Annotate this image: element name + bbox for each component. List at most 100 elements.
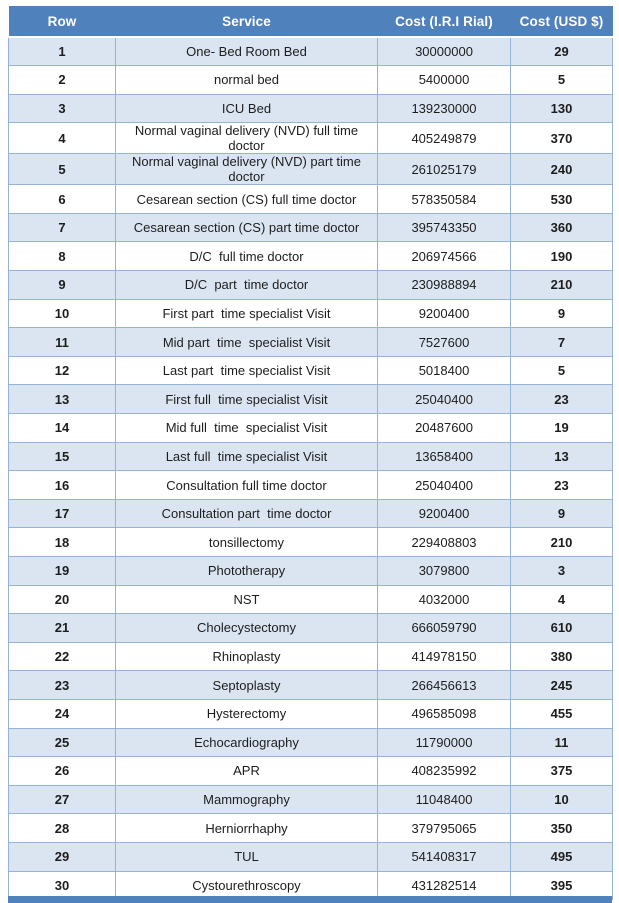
cost-rial-cell: 139230000 bbox=[377, 93, 511, 124]
cost-usd-cell: 210 bbox=[510, 270, 613, 300]
service-cell: Normal vaginal delivery (NVD) part time … bbox=[115, 153, 378, 186]
header-row-number: Row bbox=[8, 6, 116, 38]
table-row: 10 First part time specialist Visit 920040… bbox=[8, 298, 613, 329]
service-cell: Phototherapy bbox=[115, 556, 378, 586]
service-cell: TUL bbox=[115, 841, 378, 872]
service-cell: First full time specialist Visit bbox=[115, 384, 378, 415]
table-row: 8 D/C full time doctor 206974566 190 bbox=[8, 241, 613, 272]
row-number-cell: 26 bbox=[8, 756, 116, 786]
cost-usd-cell: 375 bbox=[510, 756, 613, 786]
row-number-cell: 7 bbox=[8, 212, 116, 243]
row-number-cell: 8 bbox=[8, 241, 116, 272]
cost-rial-cell: 3079800 bbox=[377, 556, 511, 586]
cost-rial-cell: 13658400 bbox=[377, 441, 511, 472]
cost-rial-cell: 9200400 bbox=[377, 498, 511, 529]
cost-usd-cell: 9 bbox=[510, 298, 613, 329]
service-cell: Cesarean section (CS) full time doctor bbox=[115, 184, 378, 214]
row-number-cell: 17 bbox=[8, 498, 116, 529]
cost-rial-cell: 261025179 bbox=[377, 153, 511, 186]
row-number-cell: 18 bbox=[8, 527, 116, 557]
cost-rial-cell: 4032000 bbox=[377, 584, 511, 615]
service-cell: tonsillectomy bbox=[115, 527, 378, 557]
table-row: 30 Cystourethroscopy 431282514 395 bbox=[8, 870, 613, 901]
table-row: 14 Mid full time specialist Visit 20487600… bbox=[8, 413, 613, 443]
service-cell: APR bbox=[115, 756, 378, 786]
cost-rial-cell: 11048400 bbox=[377, 784, 511, 815]
table-row: 1 One- Bed Room Bed 30000000 29 bbox=[8, 36, 613, 67]
cost-rial-cell: 30000000 bbox=[377, 36, 511, 67]
cost-usd-cell: 9 bbox=[510, 498, 613, 529]
service-cell: Cholecystectomy bbox=[115, 613, 378, 643]
service-cell: D/C part time doctor bbox=[115, 270, 378, 300]
service-cell: NST bbox=[115, 584, 378, 615]
service-cell: Hysterectomy bbox=[115, 698, 378, 729]
row-number-cell: 21 bbox=[8, 613, 116, 643]
row-number-cell: 2 bbox=[8, 65, 116, 95]
cost-rial-cell: 666059790 bbox=[377, 613, 511, 643]
cost-usd-cell: 4 bbox=[510, 584, 613, 615]
service-cell: Mammography bbox=[115, 784, 378, 815]
table-row: 7 Cesarean section (CS) part time doctor 3… bbox=[8, 212, 613, 243]
cost-rial-cell: 7527600 bbox=[377, 327, 511, 357]
cost-rial-cell: 541408317 bbox=[377, 841, 511, 872]
table-row: 6 Cesarean section (CS) full time doctor 5… bbox=[8, 184, 613, 214]
cost-rial-cell: 229408803 bbox=[377, 527, 511, 557]
row-number-cell: 23 bbox=[8, 670, 116, 700]
header-cost-rial: Cost (I.R.I Rial) bbox=[377, 6, 511, 38]
row-number-cell: 29 bbox=[8, 841, 116, 872]
cost-usd-cell: 130 bbox=[510, 93, 613, 124]
service-cell: Last full time specialist Visit bbox=[115, 441, 378, 472]
cost-table: Row Service Cost (I.R.I Rial) Cost (USD … bbox=[8, 6, 613, 901]
cost-usd-cell: 455 bbox=[510, 698, 613, 729]
service-cell: Last part time specialist Visit bbox=[115, 355, 378, 386]
table-row: 9 D/C part time doctor 230988894 210 bbox=[8, 270, 613, 300]
cost-usd-cell: 29 bbox=[510, 36, 613, 67]
cost-rial-cell: 408235992 bbox=[377, 756, 511, 786]
cost-rial-cell: 496585098 bbox=[377, 698, 511, 729]
table-bottom-bar bbox=[8, 896, 612, 903]
table-row: 29 TUL 541408317 495 bbox=[8, 841, 613, 872]
cost-rial-cell: 414978150 bbox=[377, 641, 511, 672]
cost-usd-cell: 11 bbox=[510, 727, 613, 758]
service-cell: Mid full time specialist Visit bbox=[115, 413, 378, 443]
cost-usd-cell: 5 bbox=[510, 355, 613, 386]
cost-rial-cell: 206974566 bbox=[377, 241, 511, 272]
service-cell: D/C full time doctor bbox=[115, 241, 378, 272]
row-number-cell: 6 bbox=[8, 184, 116, 214]
row-number-cell: 27 bbox=[8, 784, 116, 815]
service-cell: Consultation part time doctor bbox=[115, 498, 378, 529]
row-number-cell: 24 bbox=[8, 698, 116, 729]
cost-usd-cell: 13 bbox=[510, 441, 613, 472]
row-number-cell: 10 bbox=[8, 298, 116, 329]
header-service: Service bbox=[115, 6, 378, 38]
row-number-cell: 22 bbox=[8, 641, 116, 672]
row-number-cell: 16 bbox=[8, 470, 116, 500]
row-number-cell: 20 bbox=[8, 584, 116, 615]
cost-usd-cell: 23 bbox=[510, 470, 613, 500]
service-cell: Herniorrhaphy bbox=[115, 813, 378, 843]
row-number-cell: 25 bbox=[8, 727, 116, 758]
row-number-cell: 11 bbox=[8, 327, 116, 357]
table-row: 16 Consultation full time doctor 25040400 2… bbox=[8, 470, 613, 500]
row-number-cell: 28 bbox=[8, 813, 116, 843]
table-row: 25 Echocardiography 11790000 11 bbox=[8, 727, 613, 758]
table-row: 18 tonsillectomy 229408803 210 bbox=[8, 527, 613, 557]
table-row: 13 First full time specialist Visit 250404… bbox=[8, 384, 613, 415]
row-number-cell: 9 bbox=[8, 270, 116, 300]
table-row: 4 Normal vaginal delivery (NVD) full time… bbox=[8, 122, 613, 155]
table-row: 20 NST 4032000 4 bbox=[8, 584, 613, 615]
table-row: 21 Cholecystectomy 666059790 610 bbox=[8, 613, 613, 643]
cost-rial-cell: 9200400 bbox=[377, 298, 511, 329]
cost-rial-cell: 25040400 bbox=[377, 384, 511, 415]
table-row: 19 Phototherapy 3079800 3 bbox=[8, 556, 613, 586]
row-number-cell: 5 bbox=[8, 153, 116, 186]
cost-rial-cell: 578350584 bbox=[377, 184, 511, 214]
service-cell: normal bed bbox=[115, 65, 378, 95]
table-row: 24 Hysterectomy 496585098 455 bbox=[8, 698, 613, 729]
cost-usd-cell: 240 bbox=[510, 153, 613, 186]
table-row: 27 Mammography 11048400 10 bbox=[8, 784, 613, 815]
service-cell: Mid part time specialist Visit bbox=[115, 327, 378, 357]
row-number-cell: 30 bbox=[8, 870, 116, 901]
row-number-cell: 3 bbox=[8, 93, 116, 124]
service-cell: First part time specialist Visit bbox=[115, 298, 378, 329]
